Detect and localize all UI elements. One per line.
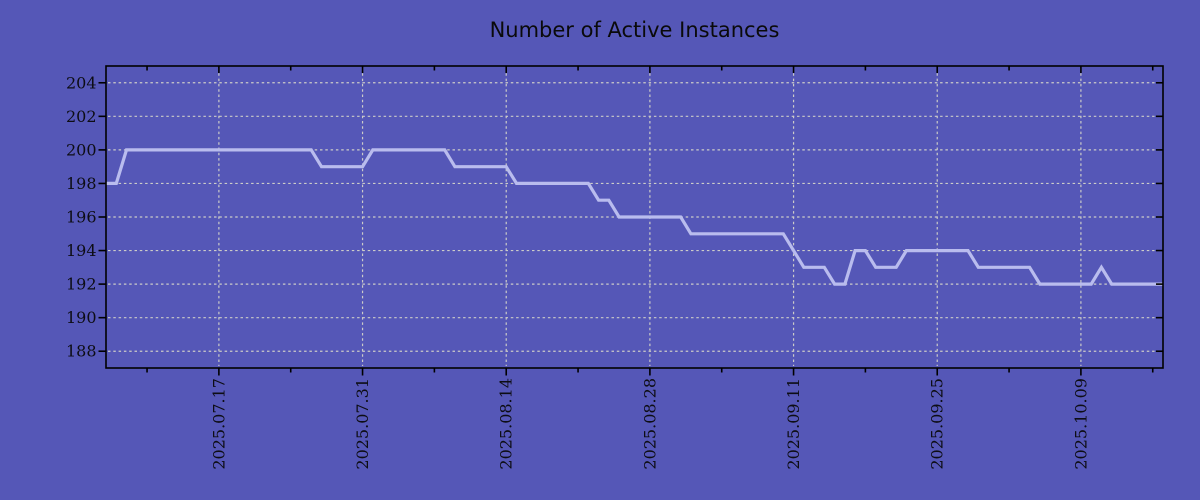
x-tick-label: 2025.10.09 bbox=[1071, 378, 1090, 470]
y-tick-label: 190 bbox=[66, 308, 97, 327]
y-tick-label: 204 bbox=[66, 73, 97, 92]
y-tick-label: 196 bbox=[66, 208, 97, 227]
x-tick-label: 2025.09.25 bbox=[928, 378, 947, 470]
x-tick-label: 2025.07.31 bbox=[353, 378, 372, 470]
x-tick-label: 2025.07.17 bbox=[209, 378, 228, 470]
y-tick-label: 194 bbox=[66, 241, 97, 260]
y-tick-label: 200 bbox=[66, 140, 97, 159]
chart-title: Number of Active Instances bbox=[489, 18, 780, 42]
y-tick-label: 202 bbox=[66, 107, 97, 126]
y-tick-label: 198 bbox=[66, 174, 97, 193]
y-tick-label: 192 bbox=[66, 275, 97, 294]
series-line-active-instances bbox=[106, 148, 1163, 286]
y-tick-label: 188 bbox=[66, 342, 97, 361]
x-tick-label: 2025.08.14 bbox=[497, 378, 516, 470]
x-tick-label: 2025.08.28 bbox=[640, 378, 659, 470]
x-tick-label: 2025.09.11 bbox=[784, 378, 803, 470]
